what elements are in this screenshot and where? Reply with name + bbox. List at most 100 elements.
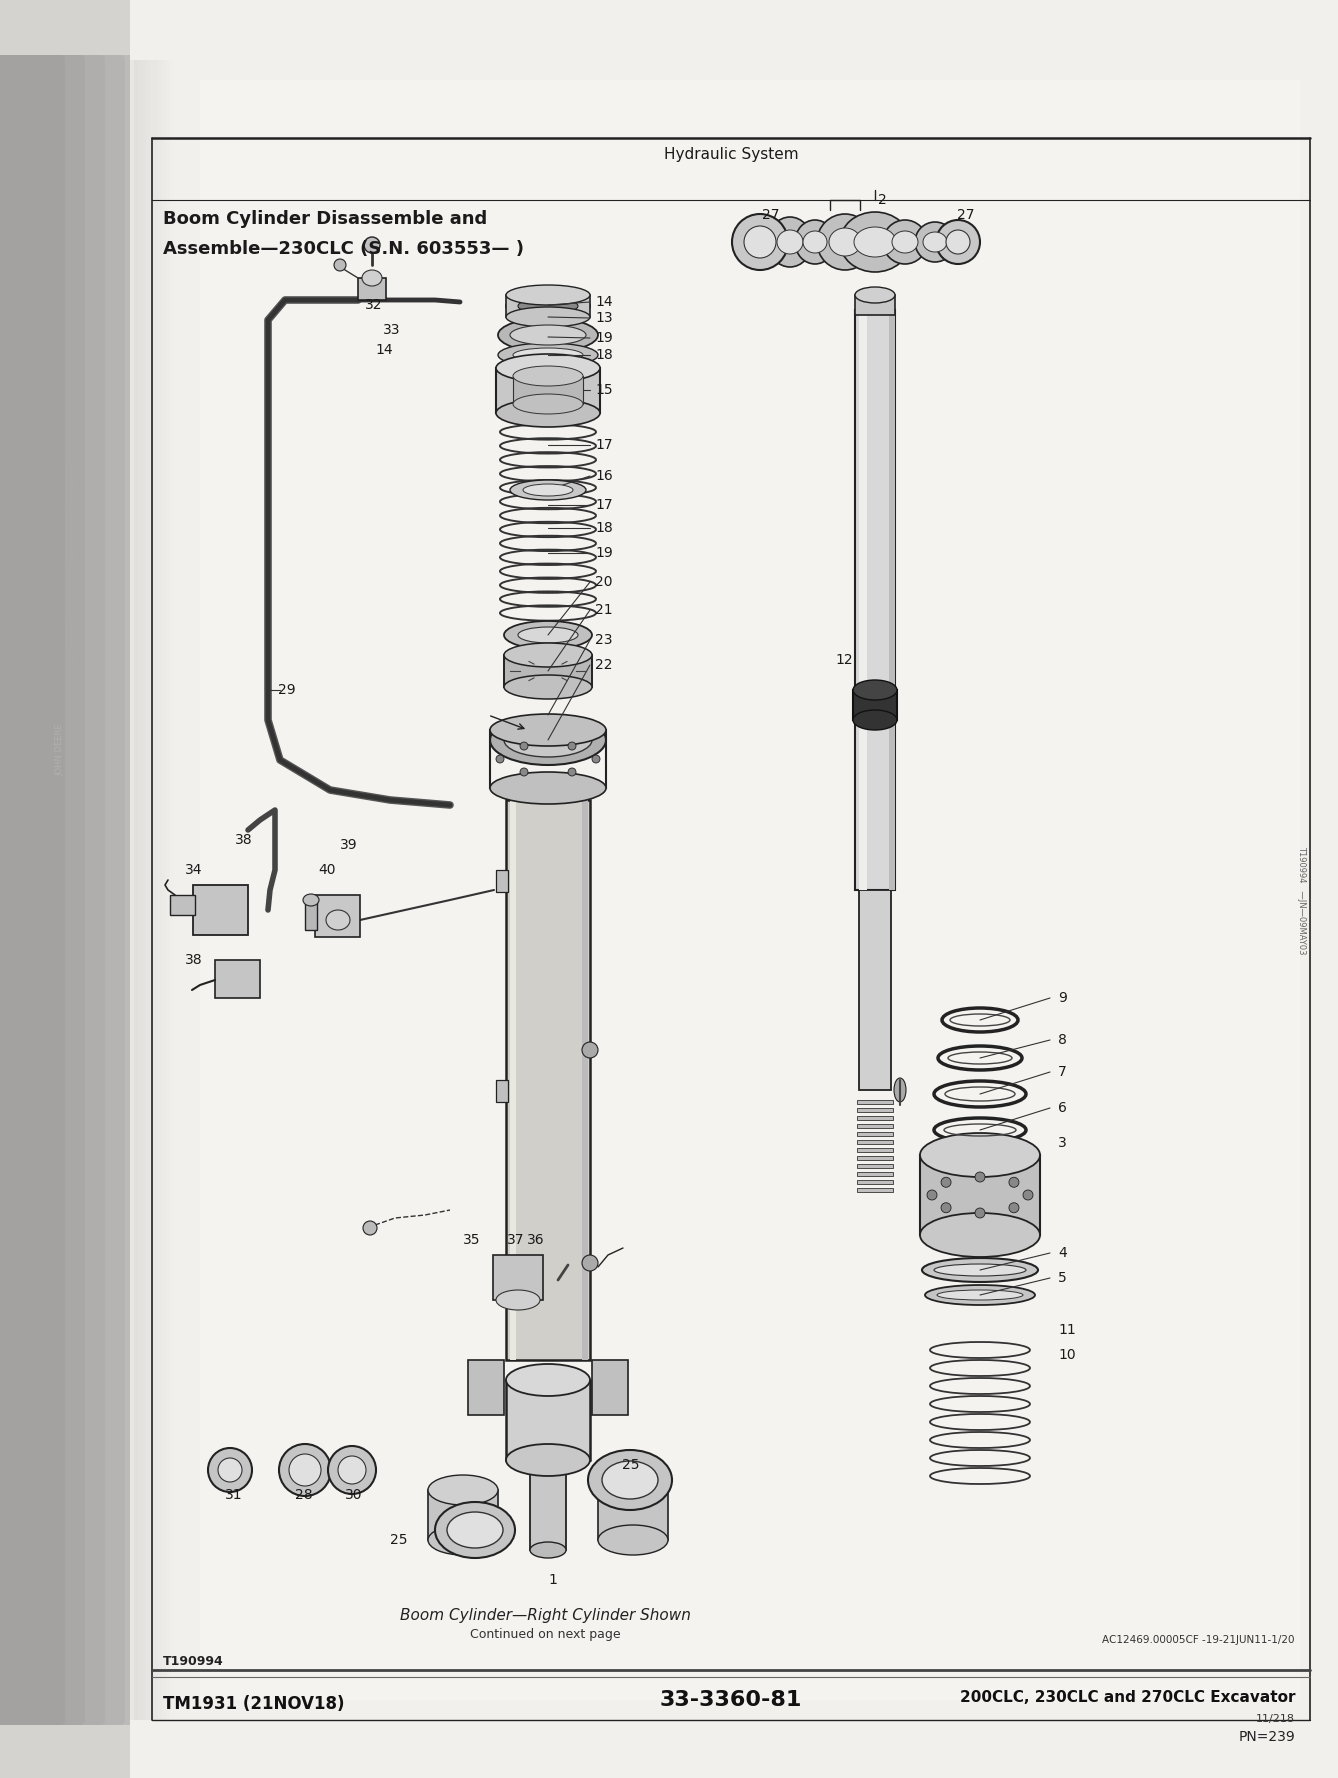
Text: 3: 3 <box>1058 1136 1066 1150</box>
Ellipse shape <box>840 212 910 272</box>
Ellipse shape <box>587 1451 672 1510</box>
Circle shape <box>569 768 575 775</box>
Ellipse shape <box>795 220 835 263</box>
Ellipse shape <box>339 1456 367 1485</box>
Circle shape <box>1009 1177 1020 1188</box>
Bar <box>591 1360 628 1415</box>
Ellipse shape <box>598 1476 668 1504</box>
Text: 17: 17 <box>595 437 613 452</box>
Bar <box>858 1101 892 1104</box>
Bar <box>146 60 154 1719</box>
Ellipse shape <box>326 910 351 930</box>
Ellipse shape <box>925 1285 1036 1305</box>
Bar <box>858 1181 892 1184</box>
Ellipse shape <box>915 222 955 261</box>
Bar <box>215 960 260 997</box>
Bar <box>858 1124 892 1127</box>
Circle shape <box>975 1172 985 1182</box>
Text: 38: 38 <box>185 953 202 967</box>
Text: 27: 27 <box>957 208 974 222</box>
Circle shape <box>520 768 529 775</box>
Ellipse shape <box>512 395 583 414</box>
Ellipse shape <box>490 715 606 747</box>
Bar <box>158 60 166 1719</box>
Text: 6: 6 <box>1058 1101 1066 1115</box>
FancyBboxPatch shape <box>0 55 66 1725</box>
Text: .: . <box>55 599 64 601</box>
Text: 20: 20 <box>595 574 613 589</box>
Bar <box>305 900 317 930</box>
Bar <box>506 1380 590 1460</box>
Ellipse shape <box>510 480 586 500</box>
Bar <box>496 368 599 412</box>
Text: 18: 18 <box>595 521 613 535</box>
Ellipse shape <box>748 231 772 252</box>
Ellipse shape <box>447 1511 503 1549</box>
Text: 30: 30 <box>345 1488 363 1502</box>
Text: 8: 8 <box>1058 1033 1066 1047</box>
Bar <box>582 800 587 1360</box>
Bar <box>858 1149 892 1152</box>
Ellipse shape <box>530 1542 566 1558</box>
FancyBboxPatch shape <box>0 0 199 1778</box>
Bar <box>854 690 896 720</box>
Ellipse shape <box>490 772 606 804</box>
Ellipse shape <box>207 1447 252 1492</box>
Text: Boom Cylinder—Right Cylinder Shown: Boom Cylinder—Right Cylinder Shown <box>400 1607 690 1623</box>
FancyBboxPatch shape <box>0 55 104 1725</box>
Ellipse shape <box>363 270 383 286</box>
Text: TM1931 (21NOV18): TM1931 (21NOV18) <box>163 1694 344 1712</box>
Text: Assemble—230CLC (S.N. 603553— ): Assemble—230CLC (S.N. 603553— ) <box>163 240 524 258</box>
Bar <box>859 891 891 1090</box>
Ellipse shape <box>894 1077 906 1102</box>
Bar <box>314 894 360 937</box>
Ellipse shape <box>937 1291 1024 1300</box>
Ellipse shape <box>428 1476 498 1504</box>
Text: 21: 21 <box>595 603 613 617</box>
Ellipse shape <box>892 231 918 252</box>
Bar <box>512 375 583 404</box>
Ellipse shape <box>803 231 827 252</box>
Bar <box>858 1156 892 1159</box>
Text: T190994: T190994 <box>163 1655 223 1668</box>
Ellipse shape <box>504 621 591 649</box>
Text: 2: 2 <box>878 194 887 206</box>
Circle shape <box>569 741 575 750</box>
Ellipse shape <box>602 1462 658 1499</box>
Text: 11: 11 <box>1058 1323 1076 1337</box>
Bar <box>858 1117 892 1120</box>
Bar <box>888 309 895 891</box>
Bar <box>359 277 385 300</box>
Bar <box>138 60 146 1719</box>
Bar <box>859 309 867 891</box>
Bar <box>855 295 895 315</box>
Ellipse shape <box>582 1255 598 1271</box>
Ellipse shape <box>934 1264 1026 1277</box>
Bar <box>492 1255 543 1300</box>
Ellipse shape <box>938 224 978 260</box>
FancyBboxPatch shape <box>0 55 86 1725</box>
FancyBboxPatch shape <box>0 55 124 1725</box>
Text: -12469.00005CD -19-05JUN08: -12469.00005CD -19-05JUN08 <box>72 468 78 573</box>
Bar <box>193 885 248 935</box>
Circle shape <box>975 1207 985 1218</box>
Text: www.E230CLC: www.E230CLC <box>72 615 78 665</box>
Circle shape <box>941 1202 951 1213</box>
Text: 200CLC, 230CLC and 270CLC Excavator: 200CLC, 230CLC and 270CLC Excavator <box>959 1691 1295 1705</box>
Bar <box>506 800 590 1360</box>
Text: 39: 39 <box>340 837 357 852</box>
Circle shape <box>520 741 529 750</box>
Ellipse shape <box>854 228 896 258</box>
FancyBboxPatch shape <box>0 55 205 1725</box>
Bar <box>166 60 174 1719</box>
Ellipse shape <box>496 1291 541 1310</box>
Bar <box>134 60 142 1719</box>
FancyBboxPatch shape <box>0 55 185 1725</box>
Text: 1: 1 <box>549 1574 557 1588</box>
Text: 22: 22 <box>595 658 613 672</box>
Ellipse shape <box>428 1526 498 1556</box>
Text: 17: 17 <box>595 498 613 512</box>
Bar <box>468 1360 504 1415</box>
Text: Continued on next page: Continued on next page <box>470 1629 621 1641</box>
Text: 28: 28 <box>294 1488 313 1502</box>
